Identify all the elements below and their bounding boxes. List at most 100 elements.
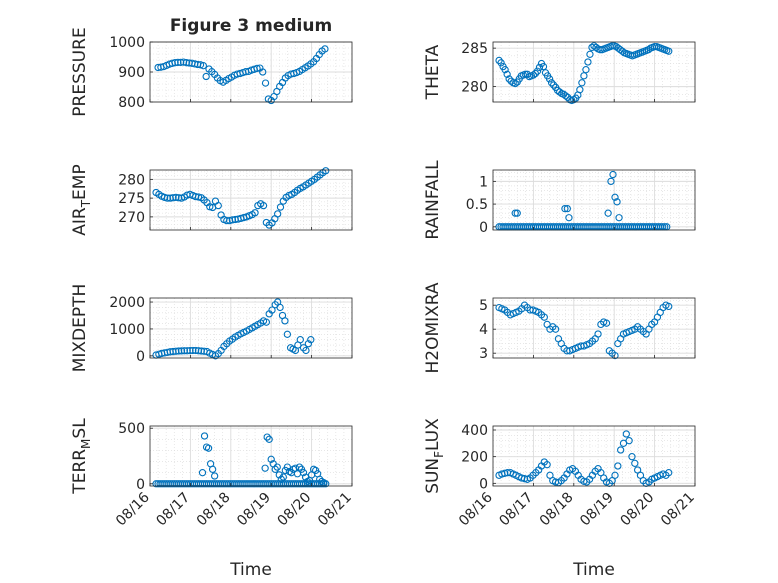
y-tick-label: 5	[479, 298, 488, 314]
y-tick-label: 1000	[109, 35, 145, 51]
y-axis-label: SUNFLUX	[423, 418, 446, 494]
axes-background	[493, 170, 695, 230]
data-point	[214, 201, 222, 210]
subplot-h2omixra: 3 4 5 H2OMIXRA	[423, 282, 696, 374]
data-point	[617, 446, 625, 454]
data-point	[556, 88, 564, 96]
data-point	[531, 69, 540, 78]
x-axis-label-right: Time	[572, 560, 615, 580]
data-point	[210, 472, 219, 480]
data-point	[611, 471, 619, 479]
x-tick-label: 08/18	[537, 490, 577, 530]
axes-box	[492, 169, 696, 231]
y-tick-label: 400	[461, 423, 488, 439]
y-tick-label: 500	[118, 421, 145, 437]
data-point	[208, 465, 217, 473]
axes-box	[149, 425, 353, 487]
y-tick-label: 280	[118, 172, 145, 188]
x-tick-label: 08/20	[275, 490, 315, 530]
axes-box	[149, 297, 353, 359]
data-point	[549, 81, 558, 89]
data-point	[279, 473, 287, 481]
data-point	[273, 463, 281, 471]
subplot-sun-flux: 0 200 400 SUNFLUX 08/16 08/17 08/18 08/19 08/20 0…	[423, 418, 698, 530]
data-point	[665, 47, 673, 55]
data-point	[622, 430, 630, 438]
data-point	[322, 167, 330, 175]
y-tick-label: 0	[479, 220, 488, 236]
data-point	[594, 330, 602, 338]
x-axis-label-left: Time	[229, 560, 272, 580]
axes-box	[149, 169, 353, 231]
data-point	[259, 201, 268, 210]
data-point	[607, 177, 615, 186]
data-point	[261, 79, 270, 87]
data-point	[302, 346, 310, 355]
data-point	[665, 302, 673, 311]
y-tick-label: 0	[479, 476, 488, 492]
data-point	[644, 46, 653, 54]
data-point	[609, 170, 617, 179]
y-tick-label: 3	[479, 346, 488, 362]
data-point	[497, 59, 505, 67]
data-point	[615, 214, 623, 222]
data-point	[614, 462, 622, 470]
axes-box	[492, 297, 696, 359]
data-point	[561, 204, 569, 213]
x-tick-label: 08/19	[577, 490, 617, 530]
x-tick-label: 08/17	[496, 490, 536, 530]
data-point	[547, 79, 556, 87]
data-point	[618, 47, 626, 55]
data-point	[543, 461, 551, 469]
data-point	[540, 313, 548, 321]
data-point	[261, 464, 269, 472]
subplot-mixdepth: 0 1000 2000 MIXDEPTH	[70, 284, 353, 373]
data-point	[321, 45, 329, 53]
y-axis-label: RAINFALL	[423, 160, 443, 240]
data-point	[268, 306, 276, 314]
y-tick-label: 0.5	[466, 197, 488, 213]
data-point	[562, 92, 570, 100]
x-tick-label: 08/21	[658, 490, 698, 530]
data-point	[202, 72, 210, 81]
data-point	[511, 79, 519, 88]
y-axis-label: MIXDEPTH	[70, 284, 90, 373]
data-point	[299, 469, 308, 477]
data-point	[307, 336, 315, 344]
data-point	[513, 209, 521, 217]
data-point	[265, 435, 273, 443]
data-point	[198, 469, 207, 477]
data-point	[503, 70, 511, 78]
data-point	[281, 317, 289, 325]
x-tick-label: 08/21	[315, 490, 355, 530]
data-point	[275, 471, 283, 479]
data-point	[511, 209, 519, 217]
data-point	[604, 209, 612, 217]
data-point	[586, 50, 594, 58]
y-tick-label: 0	[136, 477, 145, 493]
data-point	[263, 433, 271, 441]
data-point	[200, 432, 209, 440]
data-point	[570, 96, 578, 104]
data-point	[271, 465, 279, 473]
data-point	[251, 209, 259, 217]
data-point	[584, 58, 592, 66]
data-point	[206, 203, 214, 211]
data-point	[582, 66, 590, 74]
data-point	[276, 203, 285, 211]
x-tick-label: 08/17	[153, 490, 193, 530]
data-point	[580, 72, 588, 80]
data-point	[576, 86, 584, 94]
subplot-air-temp: 270 275 280 AIRTEMP	[70, 164, 353, 236]
x-tick-label: 08/16	[113, 489, 153, 529]
data-point	[551, 325, 560, 333]
data-point	[565, 214, 573, 222]
y-tick-label: 200	[461, 450, 488, 466]
figure-title: Figure 3 medium	[170, 16, 332, 36]
data-point	[619, 439, 628, 447]
data-point	[501, 66, 509, 74]
data-point	[628, 453, 636, 461]
y-tick-label: 1000	[109, 322, 145, 338]
subplot-pressure: 800 900 1000 PRESSURE	[70, 27, 353, 117]
